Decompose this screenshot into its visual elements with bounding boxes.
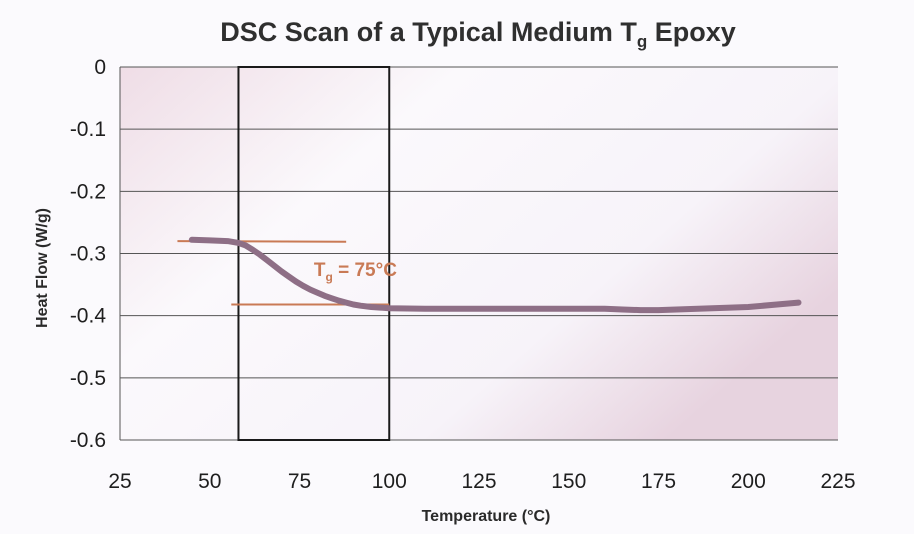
data-point	[344, 301, 348, 305]
title-tail: Epoxy	[647, 17, 736, 47]
x-tick-label: 175	[641, 470, 676, 493]
data-point	[323, 294, 327, 298]
x-tick-label: 125	[461, 470, 496, 493]
data-point	[330, 296, 334, 300]
annotation-tail: = 75°C	[333, 260, 397, 281]
data-point	[308, 288, 312, 292]
data-point	[258, 253, 262, 257]
y-tick-label: -0.6	[70, 429, 106, 452]
data-point	[359, 304, 363, 308]
series-layer	[188, 236, 802, 314]
data-point	[531, 307, 535, 311]
x-tick-label: 200	[731, 470, 766, 493]
data-point	[272, 264, 276, 268]
x-tick-label: 25	[108, 470, 131, 493]
data-point	[337, 299, 341, 303]
data-point	[315, 291, 319, 295]
x-tick-label: 150	[551, 470, 586, 493]
data-point	[236, 241, 240, 245]
title-subscript: g	[637, 32, 647, 51]
y-tick-label: 0	[94, 56, 106, 79]
x-tick-label: 50	[198, 470, 221, 493]
y-tick-label: -0.1	[70, 118, 106, 141]
y-tick-label: -0.4	[70, 305, 107, 328]
data-point	[226, 239, 230, 243]
data-point	[603, 307, 607, 311]
highlight-region	[237, 66, 391, 441]
data-point	[459, 307, 463, 311]
data-point	[301, 284, 305, 288]
data-point	[710, 306, 714, 310]
x-axis-ticks: 25 50 75 100 125 150 175 200 225	[108, 470, 855, 493]
y-tick-label: -0.5	[70, 367, 106, 390]
y-tick-label: -0.2	[70, 180, 106, 203]
data-point	[369, 305, 373, 309]
data-point	[621, 307, 625, 311]
data-point	[674, 307, 678, 311]
annotation-main: T	[314, 260, 326, 281]
y-tick-label: -0.3	[70, 243, 106, 266]
data-point	[782, 302, 786, 306]
x-tick-label: 100	[372, 470, 407, 493]
tg-annotation: Tg = 75°C	[314, 260, 397, 284]
data-point	[387, 306, 391, 310]
data-point	[657, 308, 660, 312]
data-point	[265, 258, 269, 262]
data-point	[423, 307, 427, 311]
y-axis-ticks: 0 -0.1 -0.2 -0.3 -0.4 -0.5 -0.6	[70, 56, 107, 452]
data-point	[294, 279, 298, 283]
x-tick-label: 75	[288, 470, 311, 493]
data-point	[287, 275, 291, 279]
y-axis-label: Heat Flow (W/g)	[34, 208, 51, 328]
data-point	[351, 302, 355, 306]
data-point	[797, 301, 801, 305]
transition-box	[237, 66, 391, 441]
data-point	[639, 308, 643, 312]
chart-title: DSC Scan of a Typical Medium Tg Epoxy	[220, 17, 736, 51]
data-point	[495, 307, 499, 311]
data-point	[244, 243, 248, 247]
data-point	[567, 307, 571, 311]
title-main: DSC Scan of a Typical Medium T	[220, 17, 637, 47]
data-point	[746, 305, 750, 309]
annotation-subscript: g	[325, 270, 332, 284]
x-axis-label: Temperature (°C)	[422, 508, 551, 525]
data-point	[208, 238, 212, 242]
data-point	[190, 238, 194, 242]
data-point	[280, 270, 284, 274]
data-point	[251, 248, 255, 252]
x-tick-label: 225	[820, 470, 855, 493]
